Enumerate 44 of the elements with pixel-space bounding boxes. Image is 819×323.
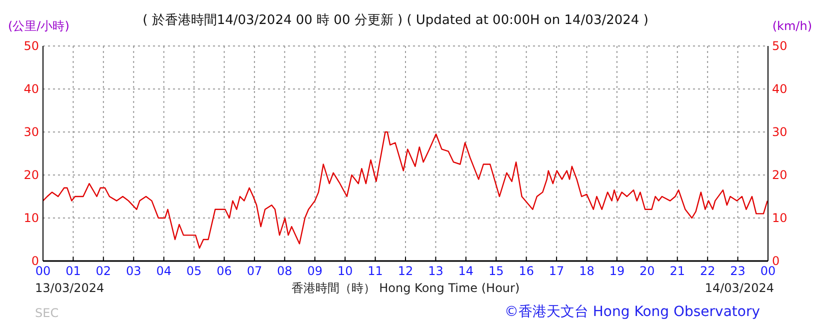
y2-tick-label: 50 — [772, 39, 788, 53]
x-tick-label: 20 — [640, 264, 655, 278]
text: ©香港天文台 Hong Kong Observatory — [504, 304, 760, 320]
y-tick-label: 40 — [24, 82, 39, 96]
x-tick-label: 08 — [277, 264, 292, 278]
y2-axis-title: (km/h) — [772, 19, 812, 33]
x-tick-label: 21 — [670, 264, 686, 278]
x-tick-label: 04 — [156, 264, 172, 278]
y2-tick-label: 20 — [772, 168, 788, 182]
x-tick-label: 00 — [35, 264, 51, 278]
line-series — [42, 131, 768, 249]
x-tick-label: 22 — [700, 264, 716, 278]
x-tick-label: 07 — [246, 264, 262, 278]
y-axis-title: (公里/小時) — [8, 19, 70, 33]
x-tick-label: 06 — [216, 264, 232, 278]
x-tick-label: 18 — [579, 264, 594, 278]
x-tick-label: 02 — [96, 264, 112, 278]
x-tick-label: 19 — [609, 264, 625, 278]
x-tick-label: 00 — [760, 264, 776, 278]
y-tick-label: 10 — [24, 211, 39, 225]
x-tick-label: 15 — [488, 264, 504, 278]
text: 14/03/2024 — [704, 281, 774, 295]
x-tick-label: 12 — [398, 264, 414, 278]
text: SEC — [35, 306, 59, 320]
y-tick-label: 50 — [24, 39, 39, 53]
x-tick-label: 09 — [307, 264, 323, 278]
chart-title: ( 於香港時間14/03/2024 00 時 00 分更新 ) ( Updated at 00:00H on 14/03/2024 ) — [142, 13, 648, 28]
x-tick-label: 16 — [518, 264, 534, 278]
x-tick-label: 03 — [126, 264, 142, 278]
x-tick-label: 14 — [458, 264, 474, 278]
x-tick-label: 05 — [186, 264, 202, 278]
x-tick-label: 11 — [368, 264, 383, 278]
y2-tick-label: 30 — [772, 125, 788, 139]
x-tick-label: 10 — [337, 264, 353, 278]
x-axis-title: 香港時間（時） Hong Kong Time (Hour) — [291, 281, 520, 295]
x-tick-label: 13 — [428, 264, 444, 278]
x-tick-label: 23 — [730, 264, 746, 278]
y2-tick-label: 40 — [772, 82, 788, 96]
y-tick-label: 30 — [24, 125, 39, 139]
text: 13/03/2024 — [35, 281, 104, 295]
x-tick-label: 17 — [548, 264, 564, 278]
y-tick-label: 20 — [24, 168, 39, 182]
y2-tick-label: 10 — [772, 211, 788, 225]
x-tick-label: 01 — [66, 264, 81, 278]
